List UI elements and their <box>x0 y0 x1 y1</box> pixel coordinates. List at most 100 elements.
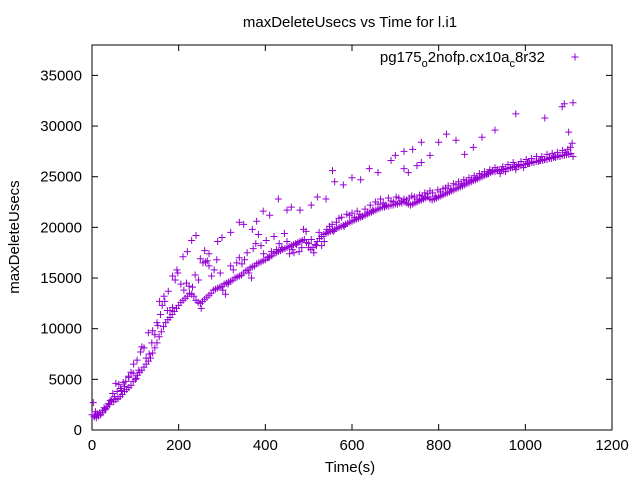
data-point <box>108 396 116 404</box>
data-point <box>452 136 460 144</box>
x-tick-label: 1000 <box>509 437 542 454</box>
data-point <box>197 304 205 312</box>
data-point <box>329 167 336 175</box>
legend-label-part-1: pg175 <box>380 49 422 66</box>
data-point <box>205 250 213 258</box>
data-point <box>208 272 216 280</box>
data-point <box>273 246 281 254</box>
data-point <box>257 242 265 250</box>
data-point <box>91 412 99 420</box>
data-point <box>227 262 235 270</box>
data-point <box>417 138 425 146</box>
data-point <box>391 151 399 159</box>
axis-tick-labels: 0 200 400 600 800 1000 1200 0 5000 10000 15000 2000… <box>40 67 628 454</box>
data-point <box>413 162 421 170</box>
data-point <box>522 155 530 163</box>
data-point <box>512 166 520 174</box>
data-point <box>243 249 251 257</box>
data-point <box>507 164 515 172</box>
data-point <box>278 244 286 252</box>
data-point <box>153 319 161 327</box>
data-point <box>104 400 112 408</box>
data-point <box>248 225 256 233</box>
data-point <box>154 322 162 330</box>
data-point <box>307 236 315 244</box>
y-tick-label: 20000 <box>40 219 82 236</box>
data-point <box>535 157 543 164</box>
data-point <box>286 250 294 258</box>
data-point <box>235 254 243 262</box>
data-point <box>202 258 210 266</box>
data-point <box>478 133 486 141</box>
data-point <box>374 200 382 208</box>
chart-title: maxDeleteUsecs vs Time for l.i1 <box>243 14 457 31</box>
x-axis-title: Time(s) <box>325 459 375 476</box>
legend-marker <box>571 53 579 61</box>
data-point <box>267 248 275 256</box>
data-point <box>369 206 377 214</box>
data-point <box>157 328 165 336</box>
data-point <box>155 333 163 341</box>
legend-label: pg175o2nofp.cx10ac8r32 <box>380 49 545 70</box>
data-point <box>377 195 385 203</box>
data-point <box>210 266 218 274</box>
data-point <box>295 248 303 256</box>
y-tick-label: 35000 <box>40 67 82 84</box>
data-point <box>348 209 356 217</box>
data-point <box>400 165 408 173</box>
data-point <box>328 220 336 228</box>
data-point <box>219 286 227 294</box>
data-point <box>409 145 417 153</box>
data-point <box>270 232 278 240</box>
data-point <box>313 193 321 201</box>
legend-label-part-3: 8r32 <box>515 49 545 66</box>
data-point <box>213 256 221 264</box>
data-point <box>569 152 577 160</box>
data-point <box>426 151 434 159</box>
data-point <box>473 174 481 182</box>
data-point <box>106 397 114 405</box>
data-point <box>169 272 177 280</box>
data-point <box>218 234 226 241</box>
data-point <box>339 181 347 189</box>
data-point <box>112 379 120 387</box>
data-point <box>287 203 295 211</box>
data-point <box>298 244 306 252</box>
data-point <box>274 195 282 203</box>
data-point <box>400 147 408 155</box>
data-point <box>296 206 304 214</box>
data-point <box>520 164 528 172</box>
y-tick-label: 30000 <box>40 118 82 135</box>
data-point <box>469 143 477 151</box>
data-point <box>390 198 398 206</box>
data-point <box>387 157 395 164</box>
y-tick-label: 15000 <box>40 270 82 287</box>
legend-label-part-2: 2nofp.cx10a <box>428 49 510 66</box>
data-point <box>530 158 538 166</box>
data-point <box>196 255 204 263</box>
data-point <box>525 160 533 168</box>
data-point <box>501 168 509 176</box>
data-point <box>149 349 157 357</box>
data-point <box>364 208 372 216</box>
data-point <box>431 192 439 200</box>
data-point <box>145 350 153 358</box>
data-point <box>330 227 338 235</box>
data-point <box>177 280 185 288</box>
data-point <box>174 269 182 277</box>
data-point <box>249 245 257 253</box>
data-point <box>293 241 301 249</box>
data-point <box>315 228 323 236</box>
data-point <box>496 170 504 178</box>
data-point <box>160 323 167 331</box>
data-point <box>447 185 455 193</box>
data-point <box>229 266 237 274</box>
y-tick-label: 25000 <box>40 169 82 186</box>
data-point <box>351 213 359 221</box>
data-point <box>142 354 150 362</box>
data-point <box>382 201 390 209</box>
data-point <box>558 103 566 111</box>
data-point <box>265 254 273 262</box>
x-tick-label: 1200 <box>595 437 628 454</box>
